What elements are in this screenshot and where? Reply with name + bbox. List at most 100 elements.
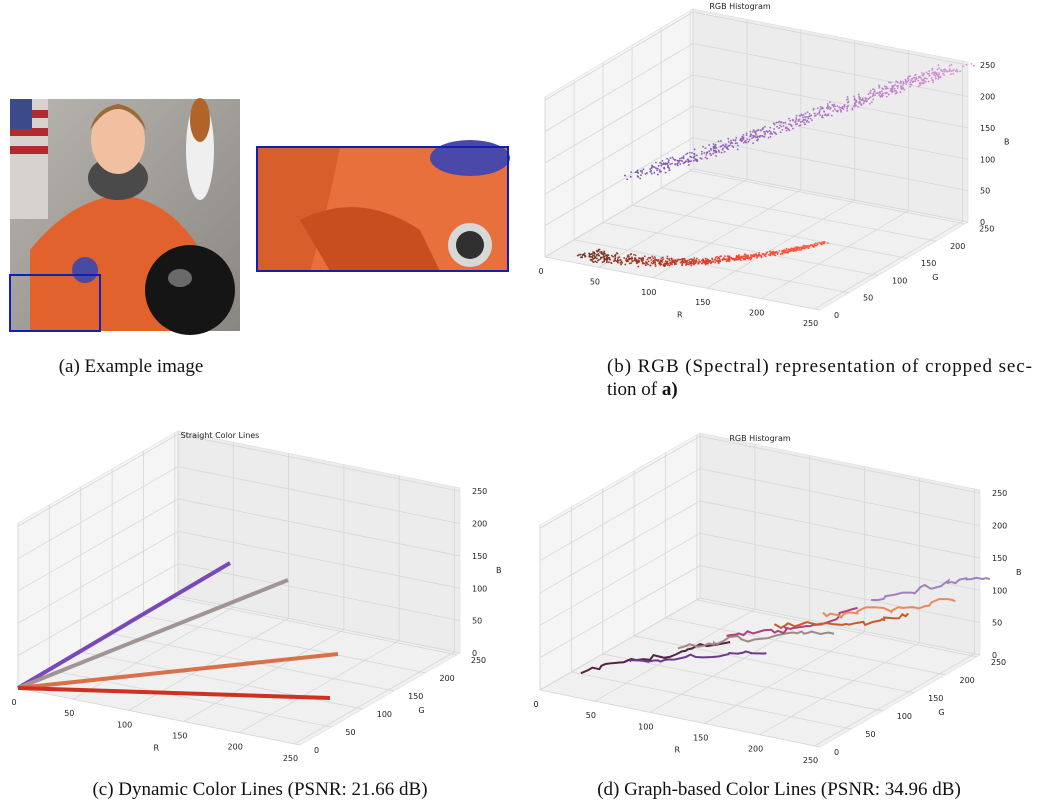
point [839,108,842,111]
point [895,91,898,94]
grid-line [544,43,694,132]
point [821,116,824,119]
point [756,136,759,139]
grid-line [177,530,461,589]
point [884,85,887,88]
point [931,72,934,74]
point [629,175,632,178]
point [743,140,746,143]
point [729,142,732,145]
point [891,84,894,87]
point [928,70,930,72]
point [695,154,698,157]
point [639,177,642,180]
r-tick-label: 0 [11,698,16,707]
point [688,151,691,154]
grid-line [128,618,289,711]
point [734,139,737,141]
point [617,257,619,259]
point [799,124,802,127]
b-tick-label: 0 [992,651,997,660]
g-tick-label: 50 [865,730,875,739]
b-tick-label: 200 [472,520,487,529]
point [894,89,897,92]
point [590,253,593,256]
point [896,87,899,89]
point [896,81,899,84]
point [687,263,690,266]
point [619,261,622,264]
point [859,102,862,104]
point [915,77,918,80]
point [597,259,599,262]
grid-line [696,599,977,658]
point [673,260,676,262]
point [781,129,784,131]
point [788,123,790,126]
point [764,255,767,258]
point [806,111,809,113]
point [860,104,863,106]
point [792,127,794,130]
grid-line [602,222,879,276]
point [922,74,925,77]
point [668,167,671,170]
point [780,125,783,128]
point [749,256,752,258]
point [594,260,597,263]
point [581,254,584,256]
example-image [9,98,240,335]
point [653,259,656,262]
point [897,85,900,87]
point [787,251,789,254]
point [843,104,846,106]
point [584,255,587,258]
point [654,256,656,259]
grid-line [143,615,426,674]
point [624,263,627,266]
point [697,262,700,264]
point [608,261,610,264]
r-tick-label: 200 [749,309,764,318]
point [712,260,715,263]
grid-line [704,631,865,724]
point [693,148,696,151]
grid-line [661,187,937,242]
point [779,124,781,127]
point [799,121,802,123]
point [683,259,686,262]
point [856,105,859,108]
point [802,113,805,116]
point [704,147,707,150]
plot-title: RGB Histogram [729,434,790,443]
point [792,119,795,122]
point [801,120,804,123]
point [785,247,788,250]
point [703,152,706,154]
point [917,79,920,82]
grid-line [539,597,701,691]
point [869,92,872,95]
g-tick-label: 200 [439,674,454,683]
point [650,259,653,261]
point [900,87,902,89]
g-tick-label: 200 [959,676,974,685]
point [948,64,951,67]
point [839,106,841,109]
point [830,114,833,117]
point [647,256,650,259]
point [750,257,753,259]
b-tick-label: 50 [980,187,990,196]
point [644,173,647,175]
point [927,80,930,83]
point [899,80,902,83]
point [728,144,731,147]
point [760,256,763,259]
point [917,76,920,79]
point [873,91,875,94]
point [616,260,619,263]
point [714,256,717,259]
point [854,101,856,104]
point [666,162,669,165]
